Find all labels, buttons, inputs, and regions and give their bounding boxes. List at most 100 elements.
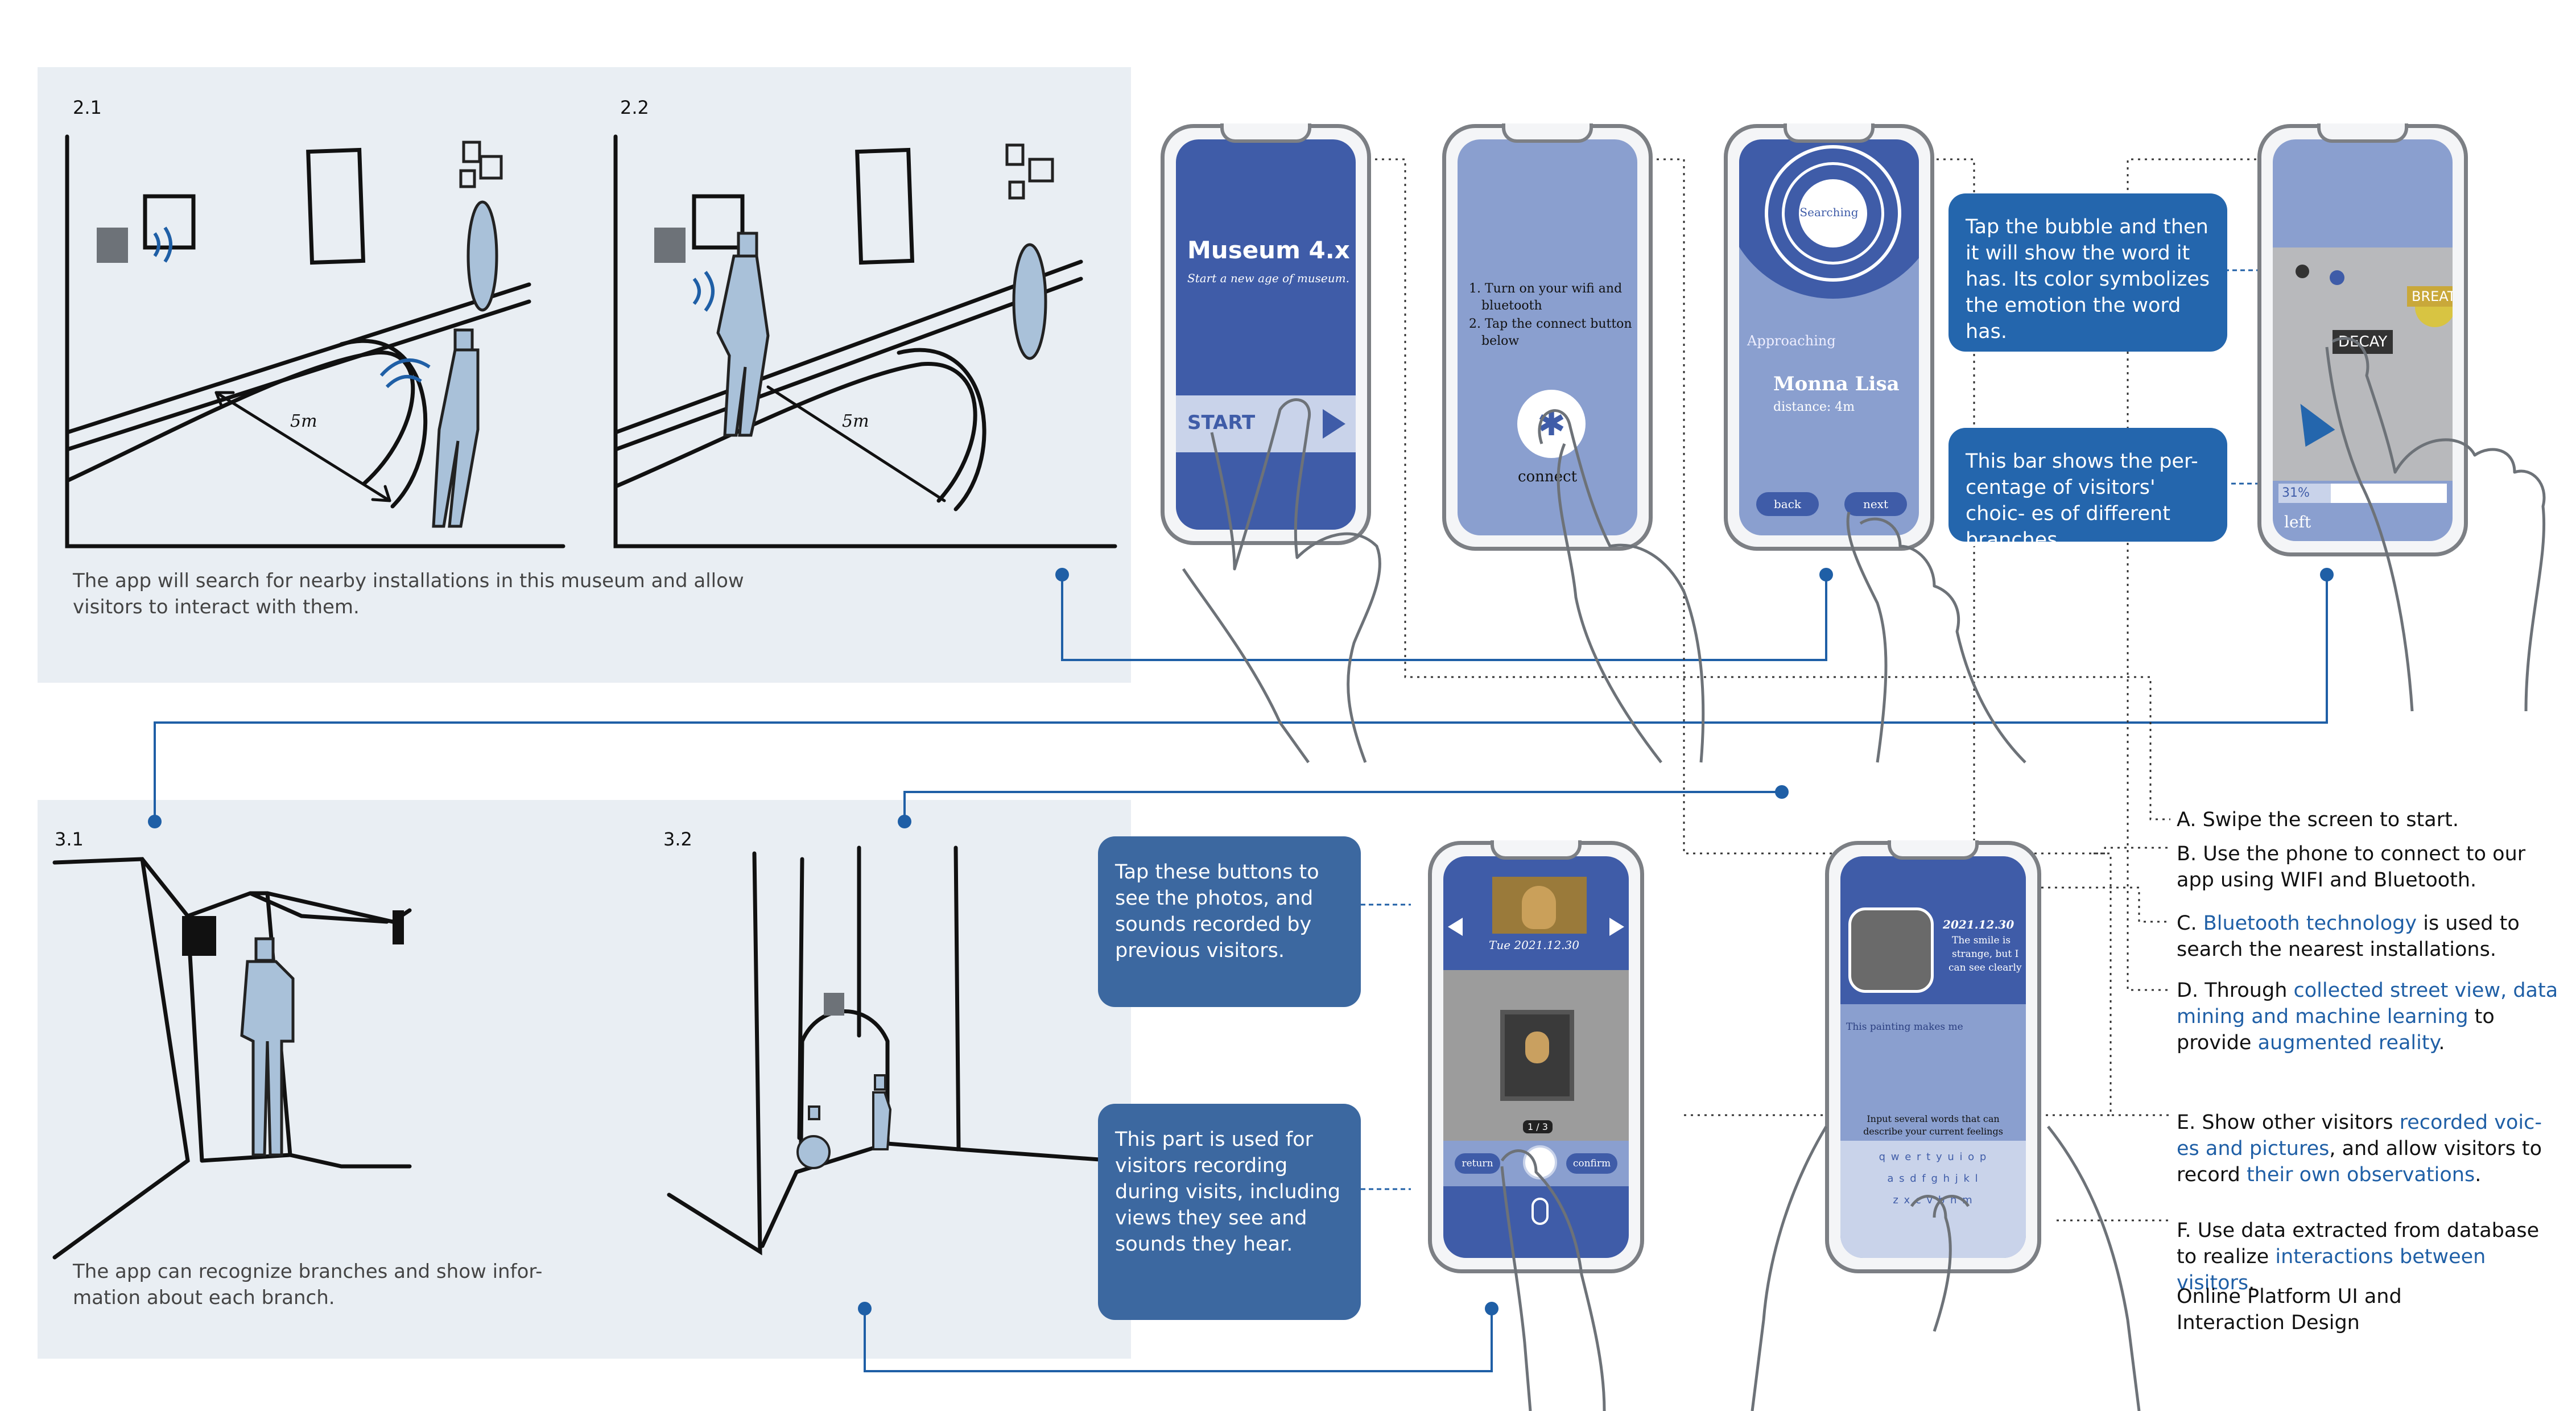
phone-record-screen: Tue 2021.12.30 1 / 3 return confirm (1428, 840, 1644, 1273)
caption-top-line1: The app will search for nearby installat… (73, 570, 744, 592)
sketch-label-3-1: 3.1 (55, 828, 84, 850)
note-b: B. Use the phone to connect to our app u… (2177, 841, 2563, 893)
artwork-name: Monna Lisa (1773, 373, 1900, 395)
painting-face (1525, 1032, 1549, 1063)
connect-label: connect (1517, 468, 1578, 485)
phone-comment-screen: 2021.12.30 The smile is strange, but I c… (1825, 840, 2041, 1273)
app-subtitle: Start a new age of museum. (1187, 271, 1349, 285)
note-b-text: B. Use the phone to connect to our app u… (2177, 843, 2526, 892)
phone-connect-screen: 1. Turn on your wifi and bluetooth 2. Ta… (1442, 123, 1653, 551)
emotion-bubble-dark[interactable] (2296, 265, 2309, 278)
phone-ar-screen: BREATH DECAY 31% left (2257, 123, 2468, 556)
note-d-mid: to provide (2177, 1005, 2495, 1054)
note-d-highlight-1: collected street view, data mining and m… (2177, 979, 2558, 1028)
note-c: C. Bluetooth technology is used to searc… (2177, 910, 2563, 963)
note-f-suffix: . (2248, 1272, 2255, 1294)
post-text-2: strange, but I (1952, 948, 2019, 960)
footer-title-2: Interaction Design (2177, 1311, 2360, 1334)
confirm-button[interactable]: confirm (1566, 1153, 1617, 1174)
phone-notch (1491, 840, 1582, 860)
app-title: Museum 4.x (1187, 236, 1350, 264)
approaching-label: Approaching (1747, 333, 1836, 349)
start-swipe-bar[interactable]: START (1176, 395, 1356, 452)
note-e: E. Show other visitors recorded voic- es… (2177, 1109, 2563, 1188)
caption-top-line2: visitors to interact with them. (73, 596, 360, 618)
return-button[interactable]: return (1455, 1153, 1500, 1174)
branch-label: left (2284, 513, 2311, 531)
comment-hint-1: Input several words that can (1867, 1113, 2000, 1124)
search-rings (1765, 145, 1901, 282)
start-label: START (1187, 411, 1256, 434)
comment-hint-2: describe your current feelings (1863, 1126, 2003, 1137)
comment-screen: 2021.12.30 The smile is strange, but I c… (1840, 856, 2026, 1258)
photo-face (1522, 886, 1556, 929)
post-text-3: can see clearly (1948, 962, 2022, 973)
caption-bottom-line1: The app can recognize branches and show … (73, 1260, 543, 1283)
note-c-suffix: is used to search the nearest installati… (2177, 912, 2520, 961)
microphone-icon[interactable] (1531, 1198, 1549, 1225)
note-a: A. Swipe the screen to start. (2177, 807, 2563, 833)
phone-notch (2317, 123, 2408, 143)
dist-label-22: 5m (842, 411, 869, 431)
sketch-panel-bottom (38, 800, 1131, 1359)
note-e-prefix: E. Show other visitors (2177, 1111, 2400, 1134)
note-f-highlight: interactions between visitors (2177, 1245, 2486, 1294)
branch-bar-fill (2278, 484, 2331, 503)
tip-photo-buttons: Tap these buttons to see the photos, and… (1098, 836, 1361, 1007)
prev-photo-button[interactable] (1448, 918, 1463, 936)
note-d: D. Through collected street view, data m… (2177, 977, 2563, 1056)
keyboard-row-2[interactable]: a s d f g h j k l (1887, 1173, 1979, 1185)
searching-label: Searching (1799, 205, 1859, 219)
tip-recording: This part is used for visitors recording… (1098, 1104, 1361, 1320)
post-text-1: The smile is (1952, 935, 2011, 946)
note-d-suffix: . (2438, 1032, 2445, 1054)
sketch-label-2-1: 2.1 (73, 97, 102, 118)
note-c-highlight: Bluetooth technology (2203, 912, 2417, 935)
search-rings-inner (1782, 162, 1884, 265)
dist-label-21: 5m (290, 411, 317, 431)
note-e-highlight-1: recorded voic- es and pictures (2177, 1111, 2542, 1160)
artwork-distance: distance: 4m (1773, 400, 1855, 414)
next-button[interactable]: next (1844, 492, 1907, 516)
post-date: 2021.12.30 (1943, 918, 2014, 931)
phone-notch (1784, 123, 1875, 143)
search-core (1799, 179, 1867, 247)
photo-counter: 1 / 3 (1523, 1120, 1553, 1133)
note-f-prefix: F. Use data extracted from database to r… (2177, 1219, 2540, 1268)
phone-search-screen: Searching Approaching Monna Lisa distanc… (1724, 123, 1934, 551)
sketch-label-3-2: 3.2 (663, 828, 692, 850)
phone-notch (1502, 123, 1593, 143)
note-e-suffix: . (2475, 1164, 2482, 1186)
note-f: F. Use data extracted from database to r… (2177, 1218, 2563, 1296)
note-c-prefix: C. (2177, 912, 2203, 935)
note-a-text: A. Swipe the screen to start. (2177, 808, 2459, 831)
camera-view: 1 / 3 (1443, 970, 1629, 1141)
note-e-mid: , and allow visitors to record (2177, 1137, 2542, 1186)
note-e-highlight-2: their own observations (2246, 1164, 2475, 1186)
comment-input[interactable]: This painting makes me (1846, 1021, 1963, 1033)
tip-bubble-words: Tap the bubble and then it will show the… (1948, 193, 2227, 352)
word-breath: BREATH (2407, 286, 2453, 307)
caption-bottom-line2: mation about each branch. (73, 1286, 335, 1309)
keyboard-row-1[interactable]: q w e r t y u i o p (1879, 1151, 1988, 1163)
phone-notch (1888, 840, 1979, 860)
note-d-highlight-2: augmented reality (2257, 1032, 2439, 1054)
sketch-label-2-2: 2.2 (620, 97, 649, 118)
post-avatar[interactable] (1848, 907, 1934, 993)
connect-screen: 1. Turn on your wifi and bluetooth 2. Ta… (1458, 139, 1637, 535)
connect-step1b: bluetooth (1481, 299, 1542, 313)
connect-step1: 1. Turn on your wifi and (1469, 282, 1623, 296)
painting-frame (1500, 1010, 1574, 1101)
emotion-bubble-blue[interactable] (2330, 270, 2344, 285)
phone-notch (1220, 123, 1311, 143)
keyboard[interactable]: q w e r t y u i o p a s d f g h j k l z … (1840, 1141, 2026, 1258)
shared-photo[interactable] (1492, 877, 1587, 934)
search-screen: Searching Approaching Monna Lisa distanc… (1739, 139, 1919, 535)
start-arrow-icon (1323, 409, 1345, 439)
back-button[interactable]: back (1756, 492, 1819, 516)
next-photo-button[interactable] (1609, 918, 1624, 936)
footer-title-1: Online Platform UI and (2177, 1285, 2402, 1308)
note-d-prefix: D. Through (2177, 979, 2294, 1002)
